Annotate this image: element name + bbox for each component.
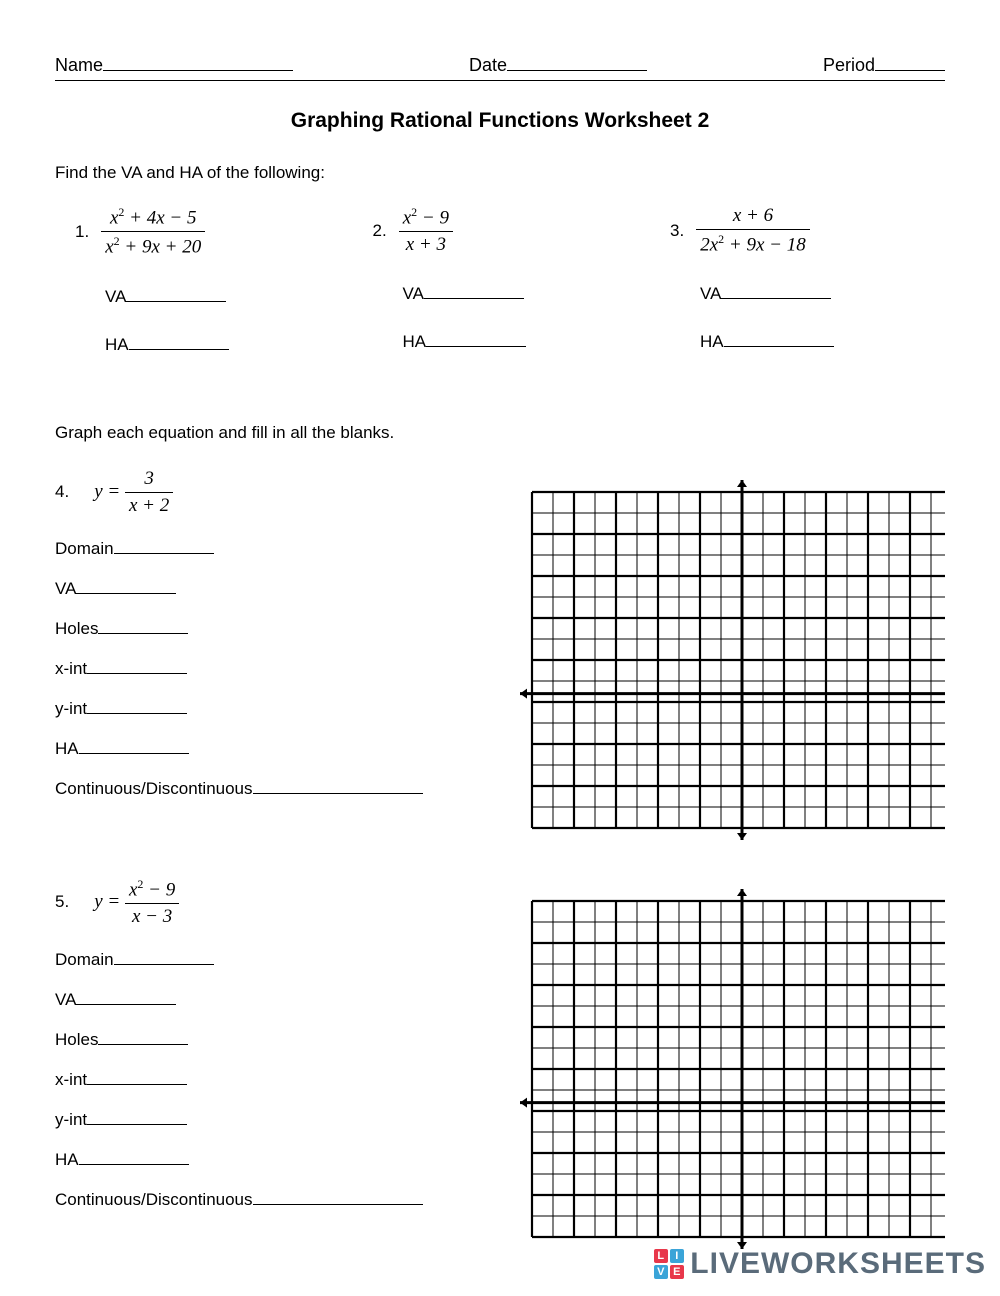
p5-holes-blank[interactable] [98,1044,188,1045]
p4-domain-blank[interactable] [114,553,214,554]
p2-numerator: x2 − 9 [399,205,453,232]
problem-4-row: 4. y = 3x + 2 Domain VA Holes x-int y-in… [55,468,945,842]
p3-ha-label: HA [700,332,724,351]
problem-1: 1. x2 + 4x − 5x2 + 9x + 20 VA HA [75,205,330,383]
p1-ha-label: HA [105,335,129,354]
p4-cont-blank[interactable] [253,793,423,794]
p5-cont-label: Continuous/Discontinuous [55,1190,253,1209]
p3-numerator: x + 6 [696,205,810,230]
p4-holes-label: Holes [55,619,98,638]
p5-y-equals: y = [94,891,120,912]
p4-xint-blank[interactable] [87,673,187,674]
p4-denominator: x + 2 [125,493,173,517]
p2-ha-blank[interactable] [426,346,526,347]
p4-ha-label: HA [55,739,79,758]
graph-grid-1[interactable] [518,478,945,842]
p5-holes-label: Holes [55,1030,98,1049]
p5-va-label: VA [55,990,76,1009]
p1-va-blank[interactable] [126,301,226,302]
problem-3: 3. x + 62x2 + 9x − 18 VA HA [670,205,925,383]
p5-xint-label: x-int [55,1070,87,1089]
p4-va-blank[interactable] [76,593,176,594]
page-title: Graphing Rational Functions Worksheet 2 [55,109,945,133]
p1-ha-blank[interactable] [129,349,229,350]
p4-ha-blank[interactable] [79,753,189,754]
date-label: Date [469,55,507,75]
graph-grid-2[interactable] [518,887,945,1251]
p1-denominator: x2 + 9x + 20 [101,232,205,258]
p4-yint-blank[interactable] [87,713,187,714]
p1-numerator: x2 + 4x − 5 [101,205,205,232]
watermark: LIVE LIVEWORKSHEETS [654,1247,986,1281]
p4-cont-label: Continuous/Discontinuous [55,779,253,798]
p4-va-label: VA [55,579,76,598]
p2-va-label: VA [403,284,424,303]
p3-ha-blank[interactable] [724,346,834,347]
date-blank[interactable] [507,70,647,71]
p3-va-label: VA [700,284,721,303]
p5-yint-label: y-int [55,1110,87,1129]
p5-denominator: x − 3 [125,904,179,928]
problem-2: 2. x2 − 9x + 3 VA HA [373,205,628,383]
p5-numerator: x2 − 9 [125,877,179,904]
p5-cont-blank[interactable] [253,1204,423,1205]
problem-1-number: 1. [75,222,89,242]
period-label: Period [823,55,875,75]
p2-ha-label: HA [403,332,427,351]
instruction-1: Find the VA and HA of the following: [55,163,945,183]
p1-va-label: VA [105,287,126,306]
problem-4-number: 4. [55,482,69,502]
p3-va-blank[interactable] [721,298,831,299]
problems-row: 1. x2 + 4x − 5x2 + 9x + 20 VA HA 2. x2 −… [55,205,945,383]
p5-domain-blank[interactable] [114,964,214,965]
p3-denominator: 2x2 + 9x − 18 [696,230,810,256]
period-blank[interactable] [875,70,945,71]
p4-holes-blank[interactable] [98,633,188,634]
problem-2-number: 2. [373,221,387,241]
p5-ha-blank[interactable] [79,1164,189,1165]
p5-xint-blank[interactable] [87,1084,187,1085]
p4-y-equals: y = [94,481,120,502]
problem-5-number: 5. [55,892,69,912]
p5-domain-label: Domain [55,950,114,969]
problem-3-number: 3. [670,221,684,241]
watermark-badge-icon: LIVE [654,1249,684,1279]
watermark-text: LIVEWORKSHEETS [690,1247,986,1281]
p5-yint-blank[interactable] [87,1124,187,1125]
instruction-2: Graph each equation and fill in all the … [55,423,945,443]
p4-numerator: 3 [125,468,173,493]
p4-yint-label: y-int [55,699,87,718]
p5-va-blank[interactable] [76,1004,176,1005]
p2-va-blank[interactable] [424,298,524,299]
header-row: Name Date Period [55,55,945,81]
p5-ha-label: HA [55,1150,79,1169]
name-label: Name [55,55,103,75]
p4-xint-label: x-int [55,659,87,678]
problem-5-row: 5. y = x2 − 9x − 3 Domain VA Holes x-int… [55,877,945,1251]
p2-denominator: x + 3 [399,232,453,256]
name-blank[interactable] [103,70,293,71]
p4-domain-label: Domain [55,539,114,558]
